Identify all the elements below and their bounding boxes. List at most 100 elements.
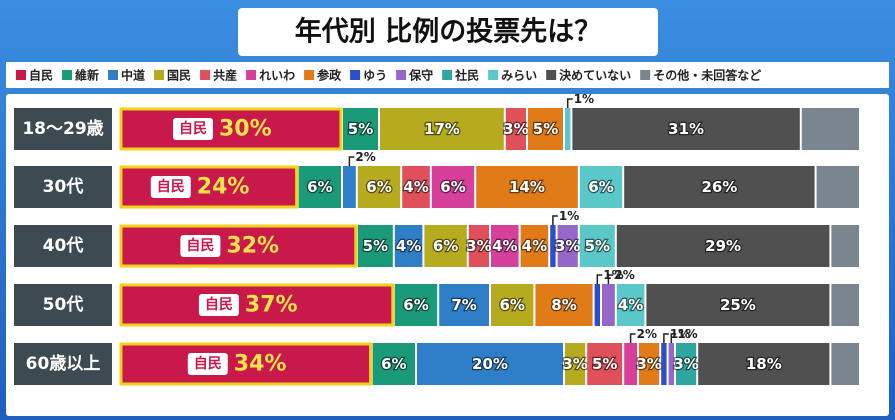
legend-label: 保守 (408, 68, 433, 83)
data-label: 1% (670, 327, 690, 341)
bar-segment (646, 284, 830, 326)
bar-segment (439, 284, 489, 326)
bar-segment (372, 343, 415, 385)
party-badge (180, 235, 221, 257)
data-label: 1% (574, 92, 594, 106)
data-label: 4% (522, 237, 547, 255)
data-label: 3% (562, 355, 587, 373)
data-label: 17% (424, 120, 460, 138)
legend-label: 社民 (454, 68, 479, 83)
bar-segment (343, 108, 378, 150)
legend: 自民 維新 中道 国民 共産 れいわ 参政 ゆう 保守 社民 みらい 決めていない その他・未回答など (16, 68, 761, 83)
party-badge (150, 176, 191, 198)
bar-segment (394, 225, 423, 267)
data-label: 1% (677, 327, 697, 341)
data-label: 25% (720, 296, 756, 314)
party-badge-label: 自民 (205, 296, 233, 313)
bar-segment (119, 283, 395, 327)
legend-label: 共産 (213, 68, 237, 83)
bar-segment (698, 343, 830, 385)
row-label: 18〜29歳 (22, 118, 103, 139)
data-label: 20% (472, 355, 508, 373)
bar-segment (816, 166, 859, 208)
bar-segment (831, 284, 859, 326)
legend-swatch (108, 70, 119, 80)
legend-label: ゆう (363, 69, 387, 83)
row-label-box (14, 284, 112, 326)
bar-segment (528, 108, 563, 150)
data-label: 6% (499, 296, 524, 314)
legend-label: 自民 (29, 68, 53, 83)
data-label: 6% (588, 178, 613, 196)
bar-segment (476, 166, 578, 208)
bar-segment (668, 343, 674, 385)
legend-swatch (350, 70, 361, 80)
data-label: 4% (618, 296, 643, 314)
row-label-box (14, 225, 112, 267)
legend-label: れいわ (259, 69, 295, 83)
row-label: 50代 (43, 294, 84, 315)
party-badge-label: 自民 (194, 355, 222, 372)
bar-segment (119, 165, 299, 209)
row-label: 40代 (43, 235, 84, 256)
bar-segment (119, 342, 373, 386)
data-label: 5% (592, 355, 617, 373)
row-label: 30代 (43, 176, 84, 197)
bar-segment (579, 166, 623, 208)
bar-segment (424, 225, 467, 267)
legend-swatch (16, 70, 26, 80)
data-label: 34% (234, 352, 287, 377)
legend-swatch (200, 70, 211, 80)
bar-segment (639, 343, 660, 385)
leader-line (596, 274, 603, 284)
leader-line (663, 333, 669, 343)
legend-label: 中道 (121, 68, 145, 83)
party-badge (187, 353, 228, 375)
data-label: 2% (355, 150, 375, 164)
data-label: 3% (466, 237, 491, 255)
bar-segment (343, 166, 356, 208)
data-label: 8% (551, 296, 576, 314)
legend-label: 決めていない (559, 68, 631, 83)
leader-line (348, 156, 355, 166)
data-label: 3% (636, 355, 661, 373)
data-label: 7% (451, 296, 476, 314)
bar-segment (557, 225, 578, 267)
legend-swatch (546, 70, 557, 80)
bar-segment (491, 225, 519, 267)
bar-segment (579, 225, 615, 267)
legend-swatch (442, 70, 453, 80)
party-badge (173, 118, 213, 140)
legend-swatch (246, 70, 257, 80)
data-label: 31% (668, 120, 704, 138)
data-label: 6% (381, 355, 406, 373)
data-label: 6% (403, 296, 428, 314)
row-label-box (14, 343, 112, 385)
data-label: 29% (705, 237, 741, 255)
data-label: 3% (555, 237, 580, 255)
legend-swatch (640, 70, 651, 80)
data-label: 4% (492, 237, 517, 255)
data-label: 3% (503, 120, 528, 138)
row-label-box (14, 166, 112, 208)
bar-segment (624, 166, 815, 208)
data-label: 4% (403, 178, 428, 196)
data-label: 5% (363, 237, 388, 255)
data-label: 3% (673, 355, 698, 373)
bar-segment (565, 108, 571, 150)
legend-label: 国民 (167, 69, 191, 83)
legend-swatch (62, 70, 73, 80)
party-badge-label: 自民 (186, 237, 214, 254)
bar-segment (394, 284, 438, 326)
bar-segment (119, 107, 343, 151)
bar-segment (550, 225, 556, 267)
bar-segment (380, 108, 504, 150)
bar-segment (402, 166, 430, 208)
data-label: 6% (307, 178, 332, 196)
bar-segment (831, 343, 859, 385)
data-label: 30% (219, 117, 272, 142)
chart-title: 年代別 比例の投票先は？ (295, 16, 601, 48)
data-label: 1% (559, 209, 579, 223)
data-label: 24% (197, 175, 250, 200)
leader-line (629, 333, 636, 343)
